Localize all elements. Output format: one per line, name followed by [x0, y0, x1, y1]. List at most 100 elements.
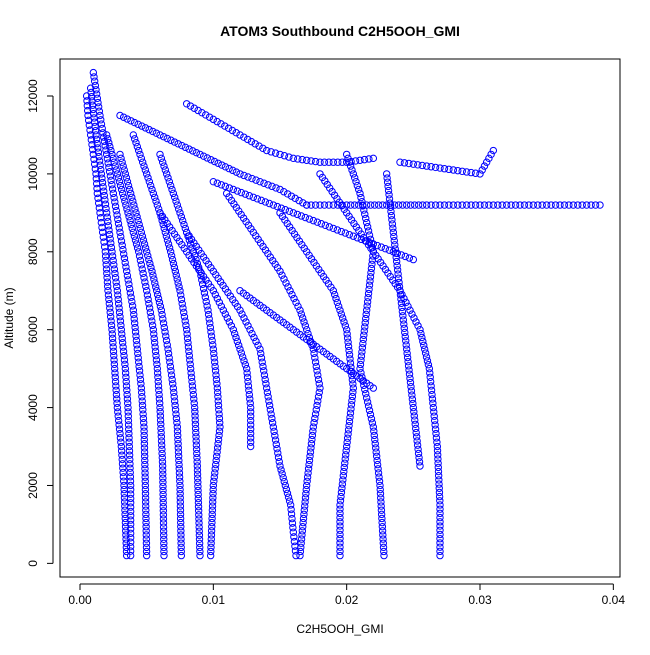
data-point-track — [101, 252, 110, 260]
data-point-track — [217, 302, 226, 311]
data-point-track — [114, 219, 123, 228]
data-point-track — [433, 438, 441, 446]
data-point-track — [221, 122, 229, 130]
data-point-track — [360, 331, 368, 339]
data-point-track — [229, 185, 238, 194]
data-point-track — [385, 191, 393, 199]
data-point-track — [299, 518, 307, 527]
data-point-track — [217, 181, 226, 189]
data-point-track — [172, 410, 180, 418]
data-point-track — [129, 197, 137, 205]
data-point-track — [213, 179, 222, 187]
data-point-track — [106, 172, 115, 180]
data-point-track — [511, 201, 520, 209]
data-point-track — [210, 354, 218, 362]
data-point-track — [159, 486, 167, 495]
data-point-track — [409, 399, 417, 408]
data-point — [436, 551, 444, 560]
data-point-track — [134, 354, 142, 362]
data-point-track — [91, 165, 100, 173]
data-point-track — [119, 343, 127, 351]
data-point-track — [420, 341, 428, 349]
data-point-track — [434, 467, 443, 476]
data-point-track — [298, 527, 307, 535]
data-point-track — [109, 347, 118, 356]
data-point-track — [140, 274, 148, 282]
data-point-track — [363, 398, 372, 406]
data-point-track — [102, 261, 110, 269]
data-point-track — [98, 124, 106, 133]
data-point-track — [379, 531, 387, 539]
data-point-track — [243, 373, 252, 381]
data-point — [169, 189, 178, 198]
data-point-track — [565, 201, 573, 209]
data-point-track — [117, 154, 125, 163]
data-point-track — [150, 275, 158, 283]
data-point — [102, 209, 111, 217]
data-point-track — [310, 349, 318, 358]
data-point-track — [181, 224, 190, 233]
data-point-track — [125, 213, 133, 221]
data-point-track — [427, 163, 435, 171]
data-point-track — [419, 337, 427, 346]
data-point-track — [400, 159, 409, 167]
data-point-track — [101, 196, 109, 204]
data-point-track — [265, 199, 274, 208]
data-point-track — [211, 290, 220, 299]
data-point-track — [136, 375, 145, 384]
data-point-track — [246, 408, 255, 416]
data-point — [476, 170, 484, 178]
data-point — [409, 403, 418, 412]
data-point-track — [252, 337, 260, 346]
data-point-track — [407, 383, 415, 391]
data-point-track — [336, 526, 344, 534]
data-point-track — [142, 531, 150, 539]
data-point — [269, 423, 278, 431]
data-point-track — [171, 406, 180, 414]
data-point — [137, 228, 146, 237]
data-point — [108, 248, 116, 256]
data-point-track — [385, 246, 394, 254]
data-point-track — [108, 252, 117, 260]
data-point-track — [118, 460, 127, 468]
data-point-track — [406, 378, 415, 387]
data-point — [122, 551, 131, 560]
data-point-track — [170, 397, 179, 405]
data-point-track — [399, 312, 407, 320]
data-point-track — [344, 342, 353, 351]
data-point-track — [105, 226, 113, 234]
data-point-track — [117, 447, 126, 455]
data-point-track — [119, 162, 127, 170]
data-point-track — [299, 514, 308, 523]
data-point-track — [411, 420, 419, 428]
data-point-track — [366, 273, 375, 281]
data-point-track — [162, 332, 170, 340]
data-point-track — [208, 523, 216, 531]
data-point-track — [307, 157, 315, 165]
data-point-track — [405, 254, 414, 262]
data-point-track — [309, 427, 317, 435]
data-point-track — [126, 216, 134, 225]
data-point-track — [339, 476, 347, 484]
data-point-track — [170, 138, 179, 146]
data-point-track — [119, 464, 127, 472]
data-point-track — [405, 370, 414, 378]
data-point-track — [132, 139, 140, 147]
data-point-track — [92, 86, 100, 94]
data-point-track — [97, 120, 106, 128]
data-point — [124, 403, 132, 412]
data-point-track — [308, 435, 316, 444]
data-point-track — [574, 201, 582, 209]
data-point-track — [360, 155, 369, 164]
data-point-track — [124, 421, 133, 429]
data-point-track — [185, 145, 193, 153]
data-point — [380, 551, 388, 560]
data-point-track — [162, 170, 171, 178]
data-point-track — [193, 453, 201, 462]
data-point-track — [140, 427, 148, 435]
data-point-track — [330, 290, 339, 299]
data-point-track — [353, 234, 362, 242]
data-point-track — [428, 390, 436, 399]
data-point-track — [341, 459, 349, 467]
data-point-track — [159, 466, 167, 474]
